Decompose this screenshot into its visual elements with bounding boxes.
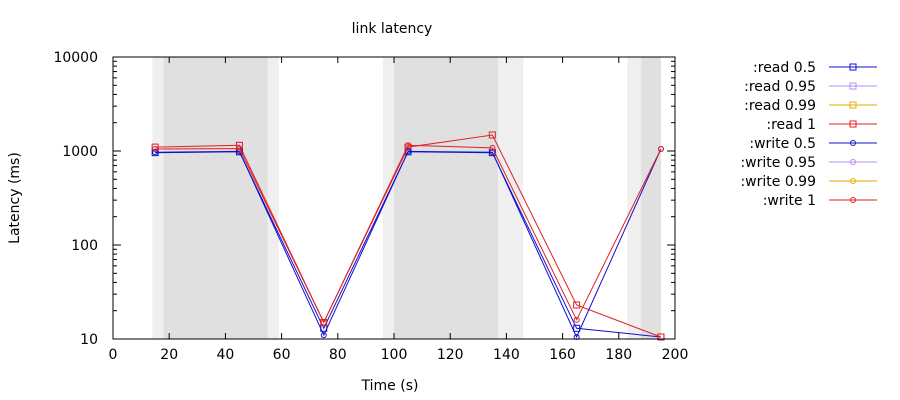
shaded-band <box>163 57 268 339</box>
x-tick-label: 140 <box>493 347 520 363</box>
legend-label: :write 0.99 <box>740 174 816 190</box>
legend-marker <box>849 63 857 71</box>
legend-marker <box>850 178 856 184</box>
legend: :read 0.5 :read 0.95 :read 0.99 :read 1 :wri… <box>740 60 877 209</box>
x-tick-label: 160 <box>549 347 576 363</box>
x-tick-label: 180 <box>605 347 632 363</box>
x-tick-label: 80 <box>329 347 347 363</box>
y-axis-title: Latency (ms) <box>7 152 23 244</box>
legend-marker <box>850 140 856 146</box>
y-axis: 10 100 1000 10000 <box>53 50 675 348</box>
legend-label: :read 0.5 <box>753 60 816 76</box>
data-point <box>152 146 159 153</box>
shaded-band <box>394 57 498 339</box>
x-tick-label: 200 <box>662 347 689 363</box>
data-point <box>152 149 159 156</box>
y-tick-label: 10000 <box>53 50 98 66</box>
data-point <box>657 146 664 153</box>
legend-marker <box>849 120 857 128</box>
legend-label: :read 0.99 <box>744 98 816 114</box>
y-tick-label: 1000 <box>62 144 98 160</box>
legend-label: :read 0.95 <box>744 79 816 95</box>
legend-label: :write 1 <box>763 193 816 209</box>
data-point <box>573 334 580 341</box>
legend-marker <box>849 101 857 109</box>
x-tick-label: 60 <box>273 347 291 363</box>
shaded-band <box>641 57 661 339</box>
data-point <box>573 316 580 323</box>
data-point <box>657 333 665 341</box>
series <box>152 142 664 326</box>
x-tick-label: 40 <box>216 347 234 363</box>
y-tick-label: 100 <box>71 238 98 254</box>
chart-title: link latency <box>352 21 433 37</box>
data-point <box>320 332 327 339</box>
legend-marker <box>850 197 856 203</box>
data-point <box>320 319 327 326</box>
legend-marker <box>849 82 857 90</box>
data-point <box>573 301 581 309</box>
data-point <box>573 324 581 332</box>
x-axis-title: Time (s) <box>361 378 419 394</box>
legend-label: :write 0.5 <box>749 136 816 152</box>
data-point <box>236 145 243 152</box>
x-tick-label: 100 <box>381 347 408 363</box>
data-point <box>488 131 496 139</box>
x-tick-label: 120 <box>437 347 464 363</box>
y-tick-label: 10 <box>80 332 98 348</box>
x-tick-label: 20 <box>160 347 178 363</box>
x-axis: 0 20 40 60 80 100 120 140 160 180 200 <box>109 57 689 363</box>
data-point <box>404 143 412 151</box>
data-point <box>489 144 496 151</box>
shaded-bands <box>152 57 661 339</box>
series-line <box>155 134 662 338</box>
x-tick-label: 0 <box>109 347 118 363</box>
series-layer <box>151 131 665 341</box>
legend-marker <box>850 159 856 165</box>
data-point <box>405 142 412 149</box>
legend-label: :write 0.95 <box>740 155 816 171</box>
legend-label: :read 1 <box>766 117 816 133</box>
series-line <box>155 144 662 324</box>
